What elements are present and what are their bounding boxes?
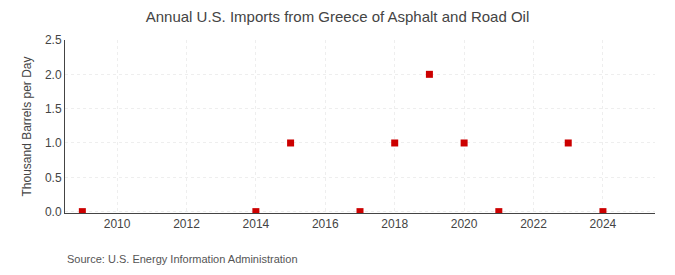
svg-text:2012: 2012 (173, 217, 200, 231)
svg-text:2014: 2014 (243, 217, 270, 231)
svg-text:Source: U.S. Energy Informatio: Source: U.S. Energy Information Administ… (67, 253, 298, 265)
svg-text:2018: 2018 (381, 217, 408, 231)
svg-text:2020: 2020 (451, 217, 478, 231)
svg-text:1.0: 1.0 (45, 136, 62, 150)
svg-text:2010: 2010 (104, 217, 131, 231)
svg-text:Annual U.S. Imports from Greec: Annual U.S. Imports from Greece of Aspha… (146, 8, 530, 25)
svg-text:2016: 2016 (312, 217, 339, 231)
svg-text:2024: 2024 (590, 217, 617, 231)
svg-text:0.5: 0.5 (45, 171, 62, 185)
svg-text:2022: 2022 (520, 217, 547, 231)
svg-text:0.0: 0.0 (45, 205, 62, 219)
svg-text:1.5: 1.5 (45, 102, 62, 116)
svg-text:Thousand Barrels per Day: Thousand Barrels per Day (20, 56, 34, 196)
svg-text:2.5: 2.5 (45, 33, 62, 47)
svg-text:2.0: 2.0 (45, 68, 62, 82)
